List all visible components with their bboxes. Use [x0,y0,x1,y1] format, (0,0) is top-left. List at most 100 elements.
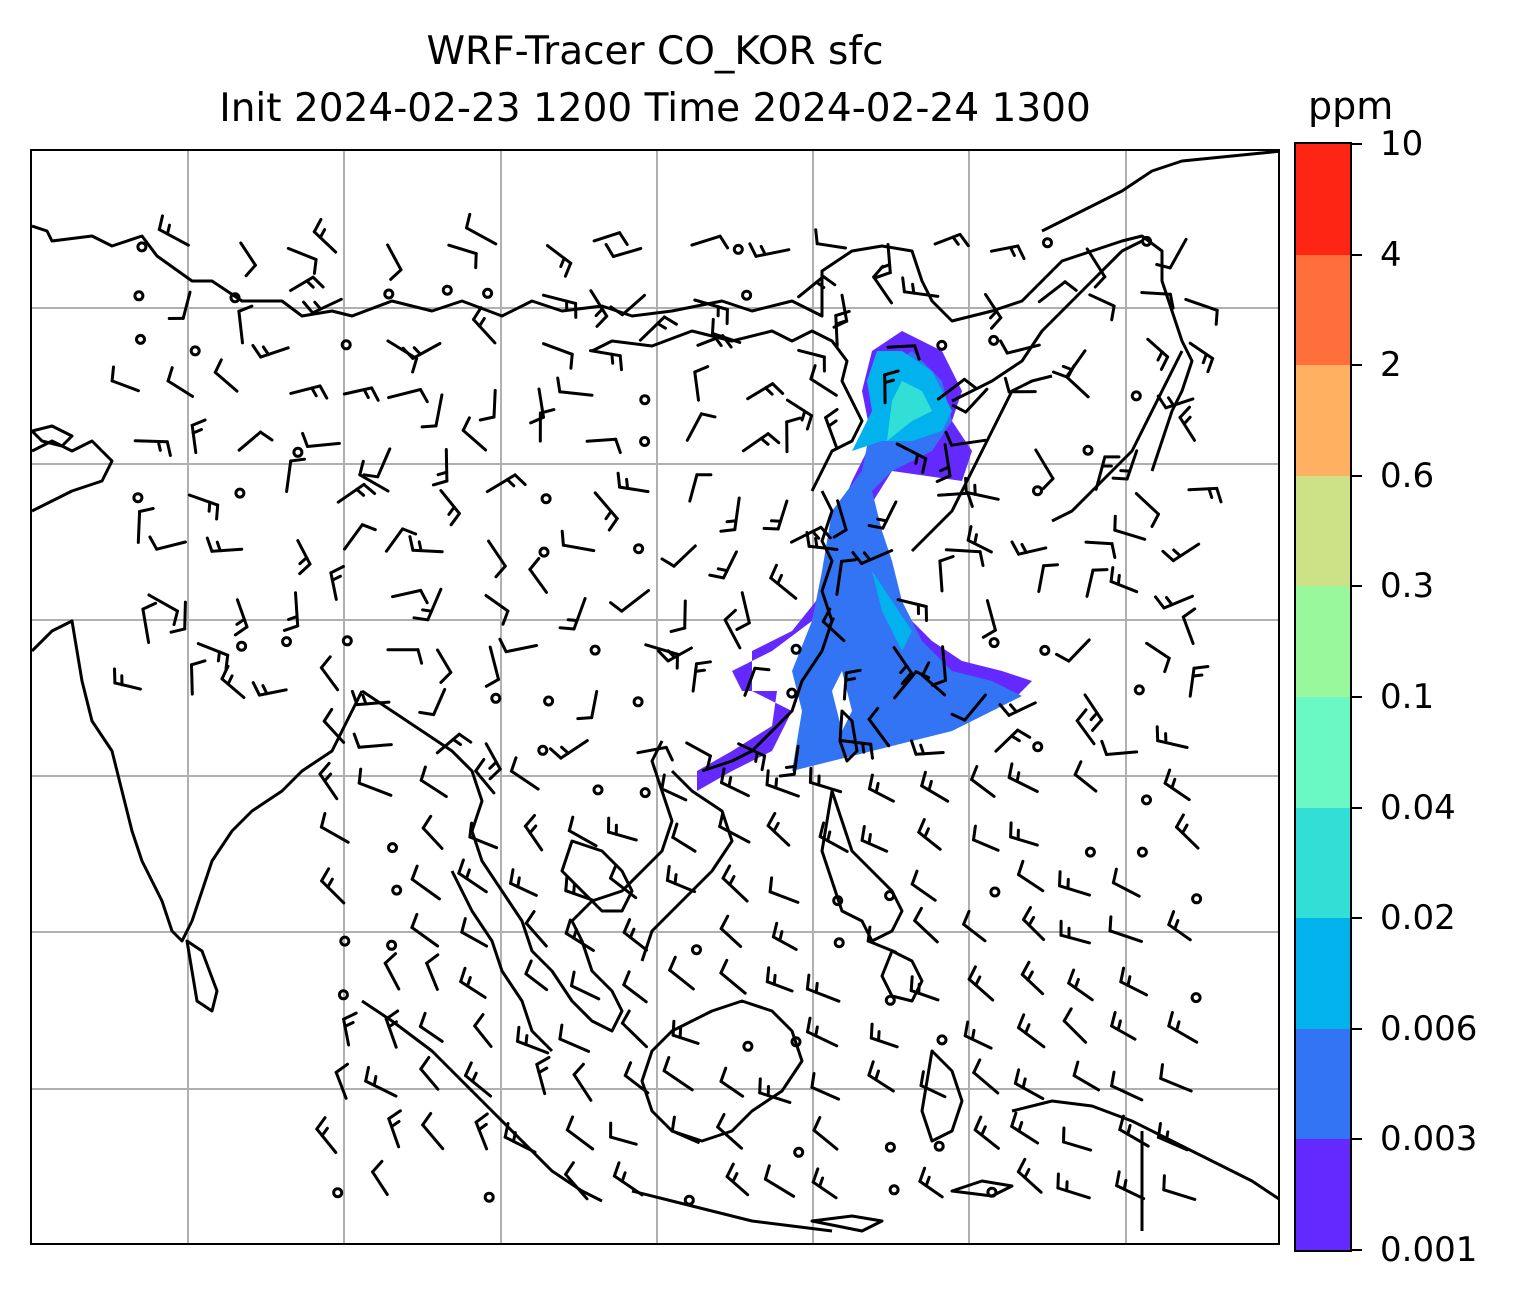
wind-barb [950,693,987,722]
coastline-timor [950,1179,1014,1198]
wind-barb [768,876,800,904]
colorbar-tick-label: 0.6 [1380,455,1435,496]
calm-wind-circle [833,937,845,949]
wind-barb [1085,247,1107,289]
calm-wind-circle [986,1186,998,1198]
wind-barb [1055,638,1091,663]
wind-barb [711,317,742,344]
plume-layer-0.02 [887,381,932,441]
wind-barb [1184,297,1219,326]
colorbar-tick-label: 0.3 [1380,566,1435,607]
wind-barb [989,244,1026,261]
calm-wind-circle [632,696,644,708]
colorbar-tick [1352,1138,1362,1141]
calm-wind-circle [1130,390,1142,402]
wind-barb [638,315,678,342]
colorbar-tick-label: 0.1 [1380,677,1435,717]
wind-barb [1017,859,1045,893]
colorbar-segment [1296,364,1350,476]
coastline-borneo [640,999,804,1143]
wind-barb [824,408,839,450]
wind-barb [558,1023,591,1053]
wind-barb [771,921,798,951]
wind-barb [1013,1068,1045,1101]
calm-wind-circle [236,640,248,652]
wind-barb [564,918,595,952]
coastline-indochina [361,689,674,1033]
wind-barb [196,642,230,671]
calm-wind-circle [988,637,1000,649]
calm-wind-circle [341,635,353,647]
calm-wind-circle [540,493,552,505]
wind-barb [1100,739,1139,756]
map-title-line1: WRF-Tracer CO_KOR sfc [426,29,884,74]
wind-barb [778,744,800,778]
wind-barb [1159,1063,1193,1093]
wind-barb [336,483,377,504]
wind-barb [998,701,1037,717]
colorbar-segment [1296,696,1350,808]
wind-barb [556,376,594,397]
wind-barb [302,297,343,315]
calm-wind-circle [339,935,351,947]
wind-barb [840,739,874,760]
wind-barb [509,756,540,791]
wind-barb [166,366,194,398]
wind-barb [147,593,179,627]
calm-wind-circle [490,692,502,704]
wind-barb [524,959,549,992]
wind-barb [886,344,921,361]
wind-barb [1083,693,1104,732]
wind-barb [371,1159,389,1196]
wind-barb [883,369,900,405]
wind-barb [719,1066,745,1098]
wind-barb [693,298,729,325]
colorbar-segment [1296,917,1350,1029]
colorbar-segment [1296,1028,1350,1140]
coastline-bohai [910,374,1053,553]
wind-barb [1188,341,1215,374]
colorbar-tick [1352,696,1362,698]
wind-barb [357,767,393,797]
calm-wind-circle [234,487,246,499]
wind-barb [213,358,239,393]
wind-barb [447,243,478,270]
wind-barb [834,309,851,348]
wind-barb [685,741,712,771]
calm-wind-circle [189,345,201,357]
calm-wind-circle [832,895,844,907]
calm-wind-circle [1141,235,1153,247]
wind-barb [387,1109,402,1149]
wind-barb [818,821,849,853]
wind-barb [535,1055,551,1096]
wind-barb [320,867,346,905]
wind-barb [420,393,444,429]
calm-wind-circle [988,334,1000,346]
wind-barb [342,1011,358,1047]
wind-barb [765,769,800,798]
plume-layer-0.003 [792,351,1022,771]
wind-barb [892,646,913,685]
colorbar-tick-label: 0.04 [1380,787,1456,828]
coastline-vietnam [560,839,634,913]
wind-barb [509,868,538,897]
wind-barbs [110,212,1223,1206]
wind-barb [484,645,500,688]
wind-barb [484,742,502,781]
wind-barb [593,491,619,532]
wind-barb [460,917,489,948]
wind-barb [737,742,767,772]
wind-barb [901,276,940,298]
wind-barb [318,761,339,801]
wind-barb [622,970,648,1004]
colorbar-tick [1352,143,1362,145]
wind-barb [937,491,974,508]
wind-barb [662,1056,694,1092]
coastline-sumbawa [810,1214,884,1233]
wind-barb [935,443,952,483]
wind-barb [981,599,997,639]
wind-barb [425,953,440,991]
wind-barb [296,539,312,576]
wind-barb [719,914,743,948]
wind-barb [319,655,340,692]
